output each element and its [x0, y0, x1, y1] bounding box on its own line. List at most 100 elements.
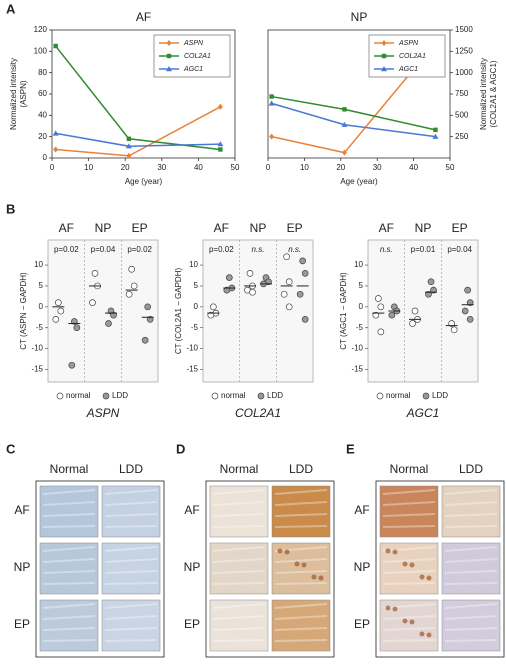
tissue-streak: [42, 489, 96, 495]
data-point: [68, 361, 76, 369]
row-label: NP: [184, 560, 201, 574]
tissue-streak: [104, 501, 158, 506]
marker: [125, 143, 132, 149]
y-axis-label: CT (ASPN − GAPDH): [19, 272, 28, 350]
data-point: [70, 318, 78, 325]
y-axis-label: Normalized intensity: [9, 58, 18, 130]
tissue-streak: [42, 525, 96, 528]
data-point: [466, 299, 474, 306]
tissue-streak: [104, 582, 158, 585]
tissue-streak: [212, 627, 266, 631]
tissue-streak: [444, 525, 498, 528]
x-tick-label: 40: [194, 163, 203, 172]
data-point: [301, 270, 309, 277]
tissue-streak: [42, 639, 96, 642]
tissue-streak: [42, 501, 96, 506]
legend-marker: [56, 392, 64, 400]
annotation: n.s.: [288, 245, 301, 254]
legend-label: AGC1: [183, 66, 203, 73]
marker: [53, 146, 59, 153]
y-axis-label: CT (COL2A1 − GAPDH): [174, 268, 183, 355]
gene-name: AGC1: [406, 406, 440, 420]
data-point: [448, 320, 456, 327]
marker: [166, 53, 172, 59]
marker: [218, 147, 223, 152]
y-tick-label: 40: [38, 110, 47, 119]
group-label: NP: [415, 221, 432, 235]
plot-frame: [202, 239, 314, 383]
x-tick-label: 10: [300, 163, 309, 172]
data-point: [461, 307, 469, 315]
histology-image: [39, 542, 99, 595]
y2-tick-label: 1000: [455, 68, 473, 77]
cell-stain: [301, 562, 307, 568]
tissue-streak: [444, 582, 498, 585]
chart-title: AF: [136, 10, 151, 24]
tissue-streak: [274, 627, 328, 631]
legend-label: normal: [386, 391, 411, 400]
data-point: [285, 278, 293, 286]
data-point: [425, 290, 432, 298]
column-label: LDD: [119, 462, 143, 476]
tissue-streak: [382, 603, 436, 609]
histology-image: [209, 485, 269, 538]
tissue-streak: [274, 582, 328, 585]
data-point: [223, 286, 231, 294]
tissue-streak: [212, 603, 266, 609]
annotation: p=0.02: [54, 245, 79, 254]
panel-label: E: [346, 441, 355, 456]
tissue-streak: [382, 558, 436, 563]
column-label: Normal: [50, 462, 89, 476]
data-point: [280, 290, 288, 298]
group-label: AF: [59, 221, 74, 235]
data-point: [207, 311, 215, 319]
tissue-streak: [104, 639, 158, 642]
tissue-streak: [212, 546, 266, 552]
annotation: p=0.04: [447, 245, 472, 254]
tissue-streak: [444, 603, 498, 609]
cell-stain: [426, 575, 432, 581]
group-label: AF: [214, 221, 229, 235]
panel-label: A: [6, 1, 16, 16]
y-axis-label: CT (AGC1 − GAPDH): [339, 272, 348, 350]
x-tick-label: 50: [231, 163, 240, 172]
cell-stain: [385, 605, 391, 611]
group-label: AF: [379, 221, 394, 235]
x-tick-label: 40: [409, 163, 418, 172]
legend-marker: [211, 392, 219, 400]
y-tick-label: 10: [189, 260, 198, 269]
data-point: [54, 299, 62, 306]
tissue-streak: [444, 570, 498, 574]
legend-label: normal: [66, 391, 91, 400]
tissue-streak: [104, 627, 158, 631]
y2-axis-label: Normalized intensity: [479, 58, 488, 130]
tissue-streak: [444, 558, 498, 563]
y-tick-label: 0: [39, 302, 44, 311]
tissue-streak: [42, 570, 96, 574]
marker: [166, 40, 172, 46]
y-tick-label: -10: [186, 344, 198, 353]
data-point: [89, 299, 96, 306]
marker: [381, 66, 387, 72]
marker: [217, 141, 224, 147]
y-tick-label: 0: [43, 153, 48, 162]
y2-tick-label: 500: [455, 110, 469, 119]
tissue-streak: [104, 558, 158, 563]
marker: [269, 94, 274, 99]
data-point: [146, 316, 154, 323]
histology-image: [271, 599, 331, 652]
tissue-streak: [382, 546, 436, 552]
tissue-streak: [42, 603, 96, 609]
cell-stain: [426, 632, 432, 638]
tissue-streak: [382, 627, 436, 631]
marker: [269, 133, 275, 140]
y-tick-label: -15: [186, 365, 198, 374]
histology-image: [379, 485, 439, 538]
tissue-streak: [444, 546, 498, 552]
x-tick-label: 20: [336, 163, 345, 172]
marker: [268, 100, 275, 106]
y2-tick-label: 250: [455, 132, 469, 141]
tissue-streak: [212, 513, 266, 517]
data-point: [130, 282, 138, 290]
